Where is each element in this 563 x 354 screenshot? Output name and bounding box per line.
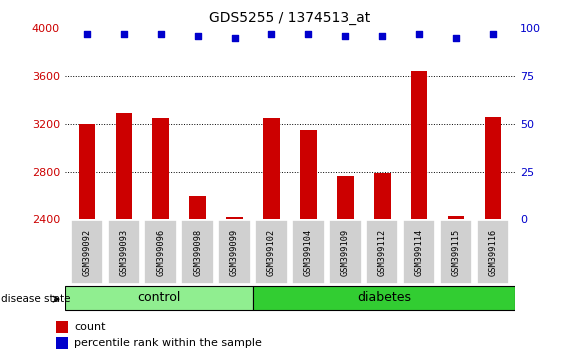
Text: GSM399114: GSM399114 [415,229,424,276]
Point [267,31,276,37]
Text: GSM399116: GSM399116 [489,229,498,276]
FancyBboxPatch shape [403,220,435,284]
FancyBboxPatch shape [440,220,472,284]
Bar [226,217,243,219]
FancyBboxPatch shape [255,220,288,284]
Bar [300,130,317,219]
Text: disease state: disease state [1,294,70,304]
Bar [485,117,501,219]
Bar [115,113,132,219]
FancyBboxPatch shape [366,220,399,284]
Text: GSM399109: GSM399109 [341,229,350,276]
Point [378,33,387,39]
Text: GSM399099: GSM399099 [230,229,239,276]
Text: control: control [137,291,181,304]
Bar [374,173,391,219]
Bar [263,118,280,219]
FancyBboxPatch shape [477,220,510,284]
Text: GSM399102: GSM399102 [267,229,276,276]
Text: GSM399104: GSM399104 [304,229,313,276]
FancyBboxPatch shape [145,220,177,284]
Point [119,31,128,37]
FancyBboxPatch shape [253,286,515,310]
FancyBboxPatch shape [329,220,361,284]
Text: GSM399098: GSM399098 [193,229,202,276]
Text: GSM399112: GSM399112 [378,229,387,276]
Text: GSM399096: GSM399096 [156,229,165,276]
FancyBboxPatch shape [65,286,253,310]
Point [489,31,498,37]
Text: percentile rank within the sample: percentile rank within the sample [74,338,262,348]
Bar [56,337,68,349]
Bar [337,176,354,219]
Bar [189,195,206,219]
Point [82,31,91,37]
Text: diabetes: diabetes [357,291,411,304]
Text: count: count [74,322,106,332]
Text: GSM399115: GSM399115 [452,229,461,276]
FancyBboxPatch shape [108,220,140,284]
Bar [153,118,169,219]
Point [193,33,202,39]
FancyBboxPatch shape [181,220,214,284]
Bar [411,72,427,219]
Bar [79,124,95,219]
Point [415,31,424,37]
Title: GDS5255 / 1374513_at: GDS5255 / 1374513_at [209,11,370,24]
FancyBboxPatch shape [218,220,251,284]
Text: GSM399093: GSM399093 [119,229,128,276]
Point [156,31,165,37]
Point [341,33,350,39]
Bar [448,216,464,219]
Text: GSM399092: GSM399092 [82,229,91,276]
FancyBboxPatch shape [70,220,103,284]
Point [304,31,313,37]
Point [452,35,461,41]
FancyBboxPatch shape [292,220,325,284]
Point [230,35,239,41]
Bar [56,321,68,333]
